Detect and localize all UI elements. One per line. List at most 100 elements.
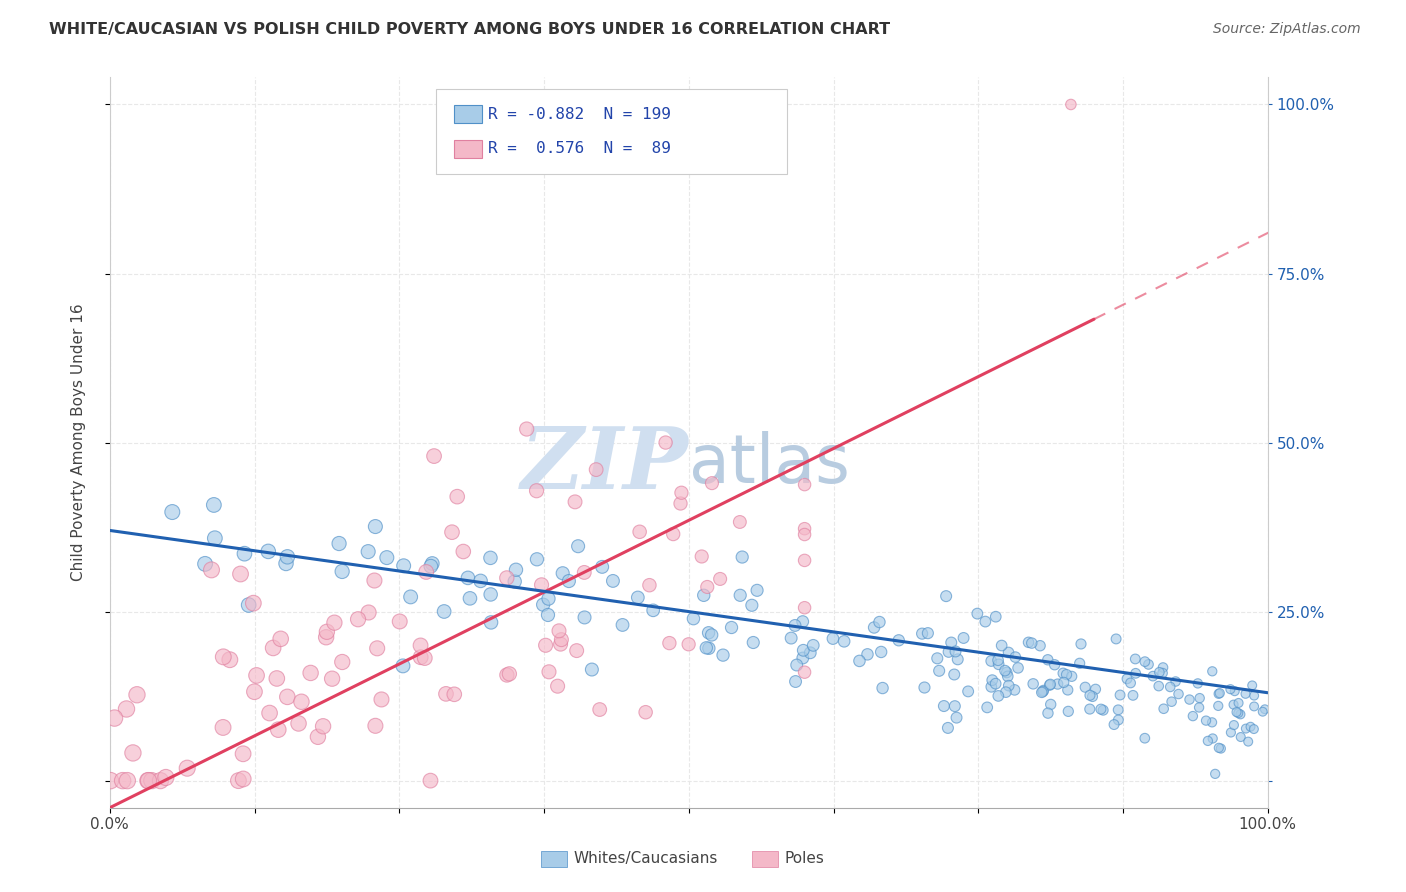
Point [103,711,125,725]
Point [987,657,1010,672]
Point [1188,700,1211,714]
Point [1039,698,1062,712]
Point [1243,722,1265,736]
Point [1159,680,1181,694]
Point [690,549,713,564]
Point [581,663,603,677]
Point [1133,731,1156,746]
Point [793,527,815,541]
Point [1237,734,1260,748]
Point [155,771,177,785]
Point [550,637,572,651]
Point [634,705,657,719]
Point [793,522,815,536]
Point [638,578,661,592]
Point [218,653,240,667]
Text: atlas: atlas [689,432,849,498]
Point [162,505,184,519]
Point [786,658,808,673]
Point [1204,767,1226,781]
Point [505,563,527,577]
Point [232,747,254,761]
Point [550,632,572,647]
Point [945,711,967,725]
Point [321,672,343,686]
Point [229,566,252,581]
Point [741,599,763,613]
Point [1251,705,1274,719]
Point [419,559,441,574]
Point [984,609,1007,624]
Point [564,495,586,509]
Point [420,557,443,571]
Point [495,571,517,585]
Point [312,719,335,733]
Point [1102,717,1125,731]
Point [1060,97,1083,112]
Point [785,674,807,689]
Point [728,588,751,602]
Point [290,695,312,709]
Point [315,624,337,639]
Point [1147,679,1170,693]
Point [1053,675,1076,690]
Point [1078,688,1101,702]
Point [202,498,225,512]
Point [700,628,723,642]
Point [928,664,950,678]
Point [1119,676,1142,690]
Point [534,638,557,652]
Point [1234,687,1257,701]
Point [270,632,292,646]
Point [872,681,894,695]
Y-axis label: Child Poverty Among Boys Under 16: Child Poverty Among Boys Under 16 [72,304,86,582]
Point [1116,672,1139,686]
Point [793,600,815,615]
Point [1227,696,1250,710]
Point [243,684,266,698]
Point [941,635,963,649]
Point [242,596,264,610]
Point [1239,720,1261,734]
Point [1209,741,1232,756]
Text: ZIP: ZIP [520,423,689,507]
Point [1222,698,1244,712]
Point [558,574,581,588]
Point [780,631,803,645]
Point [1031,685,1053,699]
Point [1109,688,1132,702]
Point [720,620,742,634]
Point [1029,639,1052,653]
Point [585,462,607,476]
Point [696,580,718,594]
Point [259,706,281,720]
Point [470,574,492,588]
Point [1078,702,1101,716]
Point [1241,678,1264,692]
Point [1227,706,1250,720]
Point [574,610,596,624]
Point [458,591,481,606]
Point [976,700,998,714]
Point [479,550,502,565]
Point [602,574,624,588]
Point [498,666,520,681]
Point [392,558,415,573]
Point [793,665,815,680]
Point [974,615,997,629]
Point [1201,665,1223,679]
Point [1125,666,1147,681]
Point [423,449,446,463]
Point [194,557,217,571]
Point [1149,665,1171,680]
Point [1254,702,1277,716]
Point [1122,689,1144,703]
Point [1081,690,1104,704]
Point [945,644,967,658]
Point [1007,661,1029,675]
Point [678,637,700,651]
Point [745,583,768,598]
Point [731,549,754,564]
Point [1021,636,1043,650]
Point [503,574,526,589]
